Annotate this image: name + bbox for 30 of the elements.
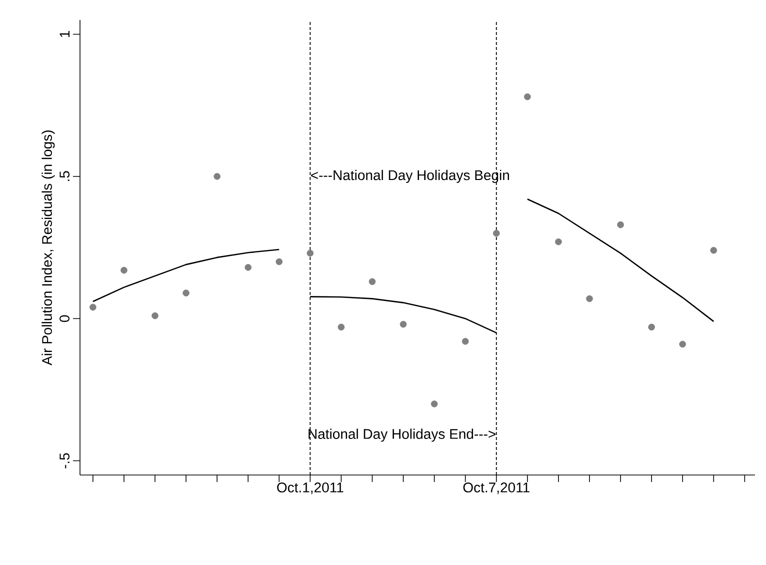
y-tick-label: .5 (60, 171, 70, 181)
point (276, 258, 283, 266)
point (617, 221, 624, 228)
point (555, 238, 562, 246)
point (492, 230, 500, 237)
point (400, 320, 407, 328)
y-tick-label: -.5 (60, 453, 70, 468)
point (214, 173, 220, 180)
y-axis-title: Air Pollution Index, Residuals (in logs) (42, 130, 55, 366)
point (244, 264, 252, 271)
annotation: National Day Holidays End---> (308, 428, 496, 442)
point (679, 340, 686, 348)
x-tick-label: Oct.1,2011 (277, 482, 344, 494)
point (306, 250, 314, 257)
annotation: <---National Day Holidays Begin (311, 170, 510, 183)
y-tick-label: 0 (60, 315, 70, 322)
x-tick-label: Oct.7,2011 (463, 482, 530, 494)
point (524, 93, 531, 100)
point (182, 290, 190, 296)
y-tick-label: 1 (60, 31, 70, 38)
point (120, 266, 128, 274)
point (710, 246, 718, 254)
point (368, 278, 376, 286)
point (90, 304, 96, 311)
point (338, 324, 345, 331)
point (152, 312, 158, 320)
point (648, 324, 655, 331)
point (430, 400, 438, 408)
point (586, 295, 593, 302)
point (462, 338, 469, 345)
